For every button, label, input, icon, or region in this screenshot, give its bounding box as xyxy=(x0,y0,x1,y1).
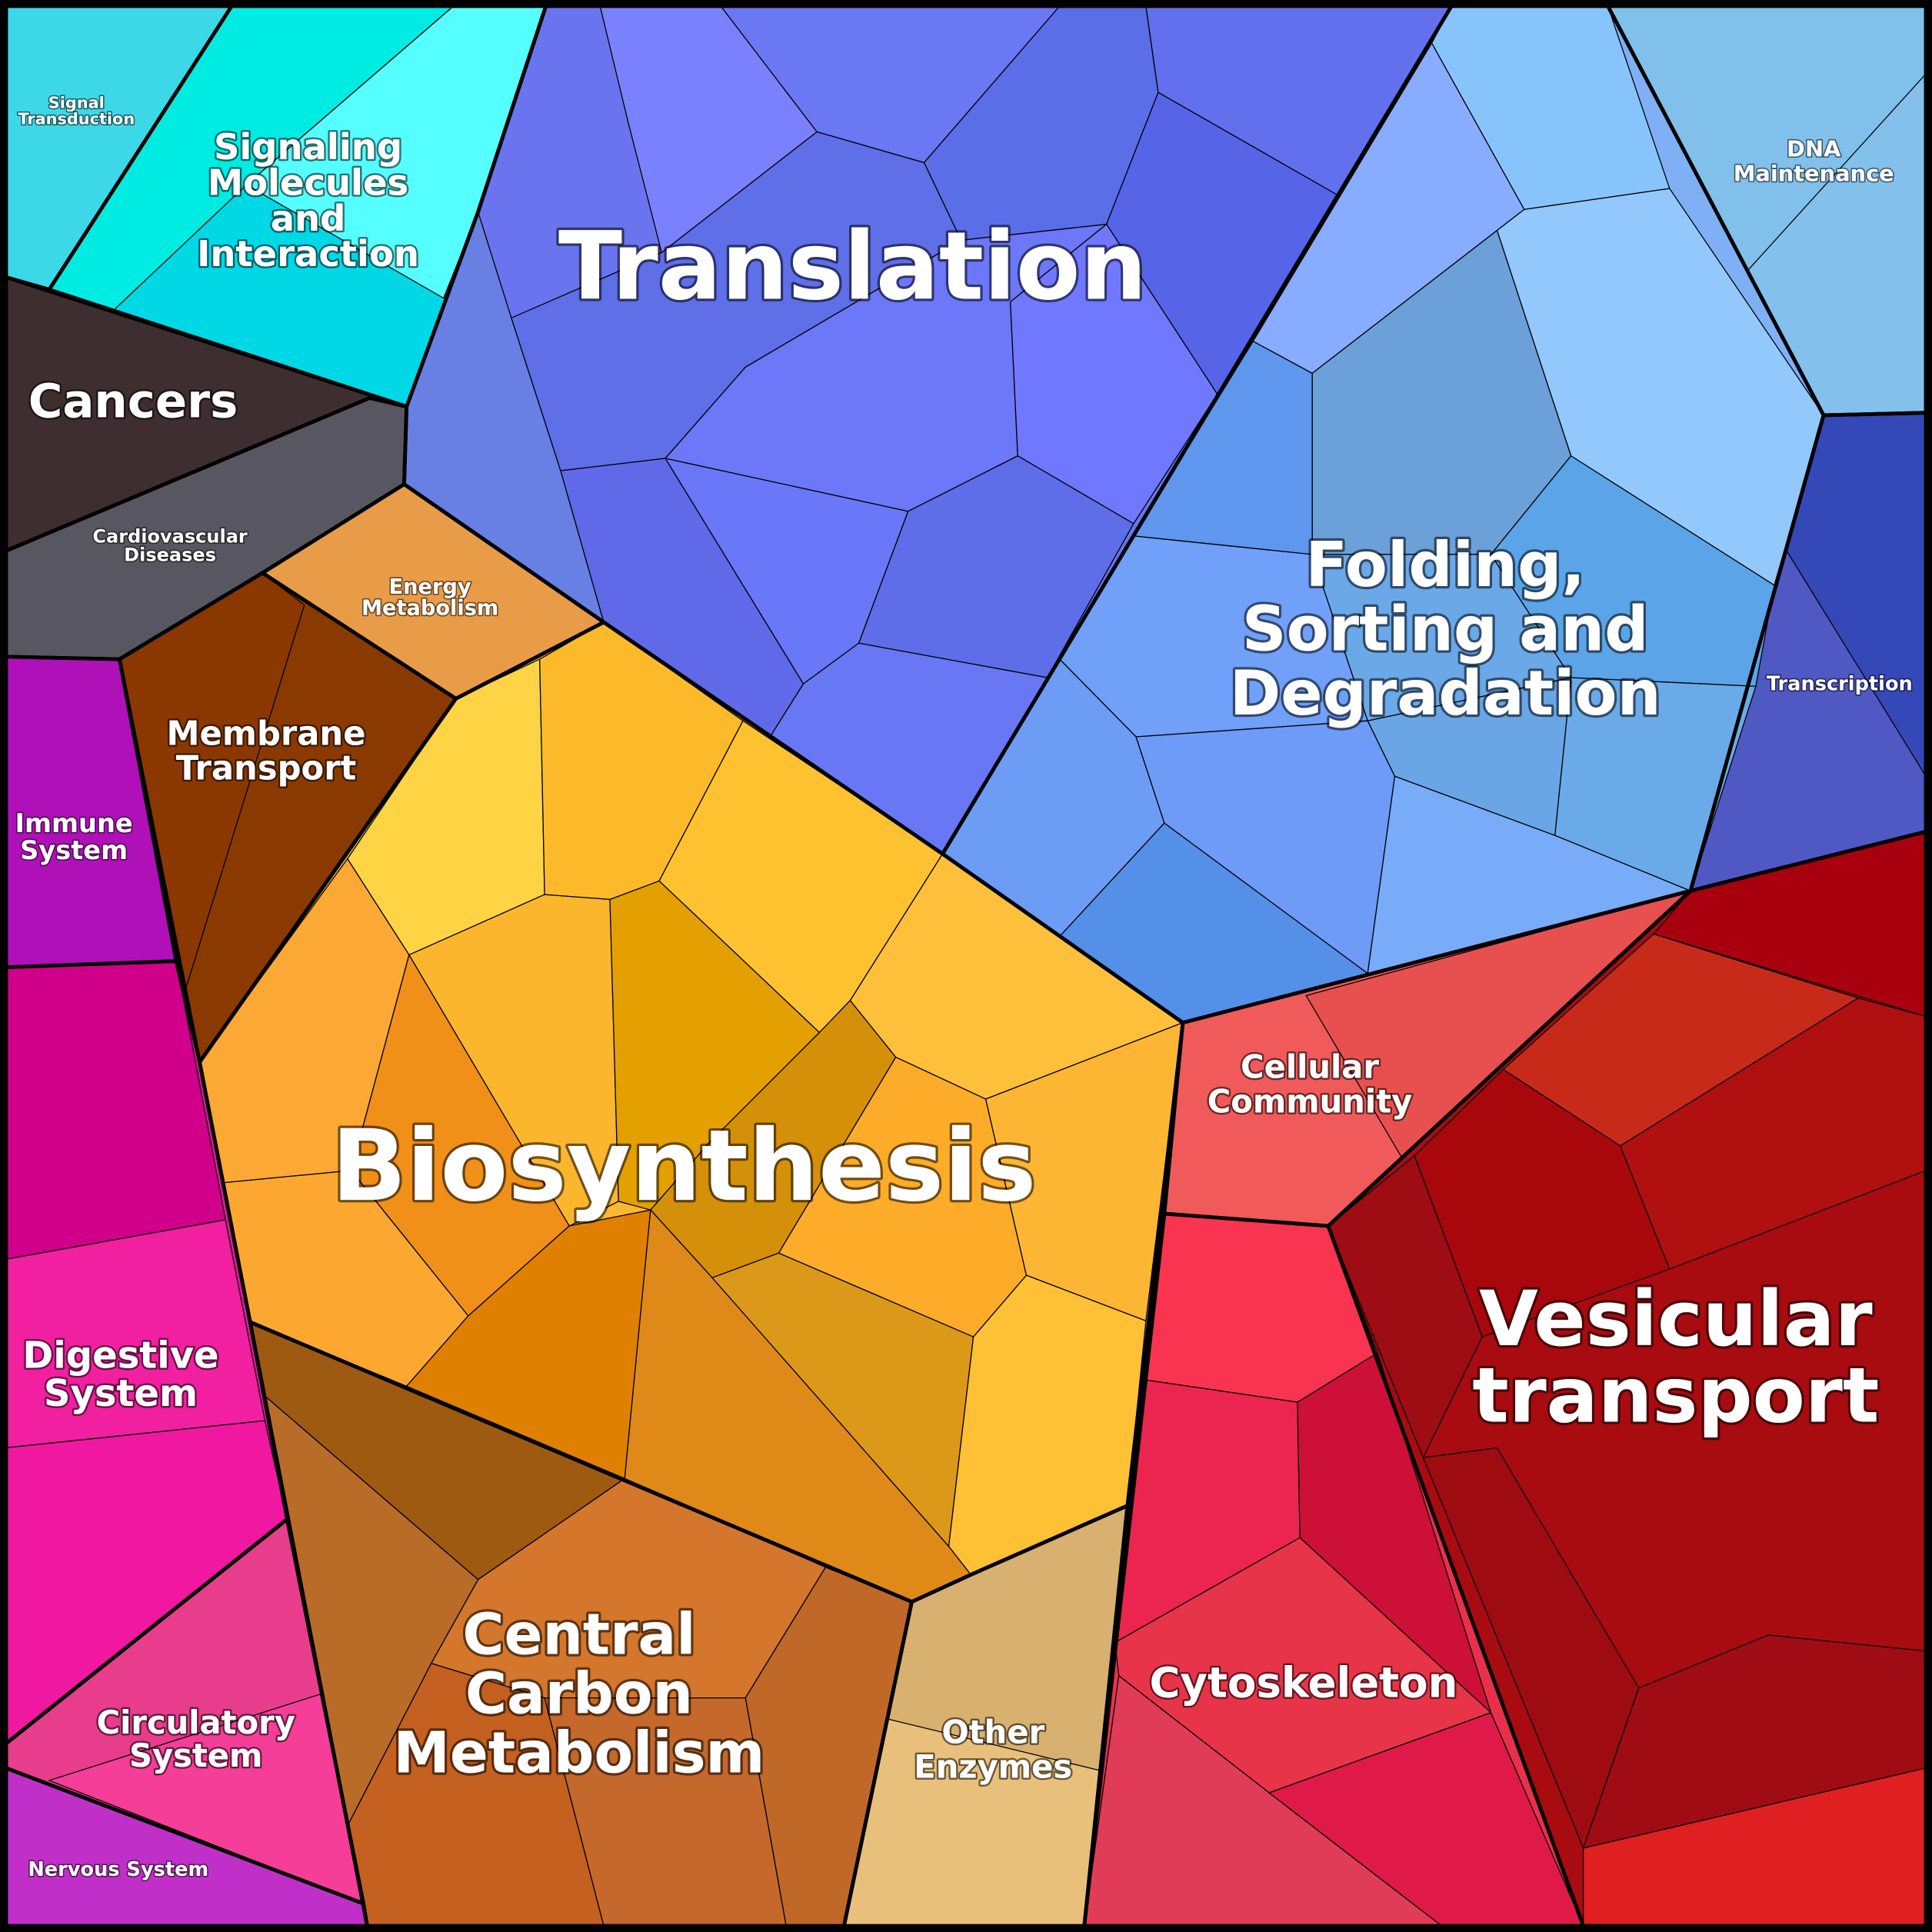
cell xyxy=(408,894,619,1227)
region-label: Transcription xyxy=(1767,673,1913,696)
label-line: Cytoskeleton xyxy=(1150,1658,1458,1707)
label-line: DNA xyxy=(1787,135,1841,162)
cell xyxy=(1414,1068,1671,1338)
label-line: Translation xyxy=(558,212,1147,321)
sub-cells xyxy=(5,5,1927,1927)
label-line: Cellular xyxy=(1241,1048,1379,1086)
label-line: Membrane xyxy=(167,715,366,753)
region-label: Cancers xyxy=(28,374,238,428)
label-line: Metabolism xyxy=(394,1721,765,1787)
label-line: Degradation xyxy=(1230,658,1661,729)
region-label: Nervous System xyxy=(28,1858,208,1881)
region-border xyxy=(841,1504,1130,1928)
label-line: Transcription xyxy=(1767,673,1913,696)
label-line: Diseases xyxy=(124,545,216,566)
label-line: System xyxy=(129,1737,262,1774)
label-line: Nervous System xyxy=(28,1858,208,1881)
region-label: Signaling Molecules and Interaction xyxy=(197,125,419,274)
label-line: and xyxy=(271,197,346,238)
label-line: Transduction xyxy=(18,109,135,128)
label-line: Energy xyxy=(389,575,471,599)
label-line: Central xyxy=(462,1603,695,1668)
region-label: Immune System xyxy=(15,808,132,864)
label-line: Folding, xyxy=(1305,529,1585,601)
label-line: Circulatory xyxy=(97,1704,295,1741)
label-line: Community xyxy=(1208,1082,1413,1120)
label-line: Sorting and xyxy=(1242,593,1649,665)
label-line: Molecules xyxy=(208,162,408,203)
label-line: Signal xyxy=(48,94,105,112)
region-label: Central Carbon Metabolism xyxy=(394,1603,765,1787)
cell xyxy=(1010,223,1218,525)
label-line: Maintenance xyxy=(1734,160,1894,186)
label-line: Metabolism xyxy=(361,596,498,620)
region-label: Circulatory System xyxy=(97,1704,295,1774)
cell xyxy=(1327,1154,1483,1459)
region-label: Cytoskeleton xyxy=(1150,1658,1458,1707)
label-line: Biosynthesis xyxy=(331,1109,1037,1224)
region-label: Energy Metabolism xyxy=(361,575,498,620)
label-line: Interaction xyxy=(197,233,419,275)
cell xyxy=(858,455,1134,678)
label-line: Digestive xyxy=(22,1334,218,1377)
label-line: System xyxy=(20,835,128,865)
region-label: Other Enzymes xyxy=(914,1714,1072,1786)
label-line: System xyxy=(44,1372,198,1415)
label-line: Transport xyxy=(176,749,356,788)
label-line: Other xyxy=(941,1714,1044,1751)
region-label: Vesicular transport xyxy=(1472,1276,1879,1441)
label-line: Enzymes xyxy=(914,1748,1072,1786)
region-label: Folding, Sorting and Degradation xyxy=(1230,529,1661,729)
label-line: Cardiovascular xyxy=(92,525,248,547)
label-line: transport xyxy=(1472,1352,1879,1441)
label-line: Immune xyxy=(15,808,132,838)
label-line: Signaling xyxy=(214,125,402,167)
region-label: Digestive System xyxy=(22,1334,218,1415)
region-label: Signal Transduction xyxy=(18,94,135,128)
label-line: Carbon xyxy=(465,1662,693,1727)
label-line: Cancers xyxy=(28,374,238,428)
region-label: Cellular Community xyxy=(1208,1048,1413,1121)
region-label: Translation xyxy=(558,212,1147,321)
labels: Signal Transduction Signaling Molecules and… xyxy=(14,92,1914,1883)
region-label: Membrane Transport xyxy=(167,715,366,788)
region-label: Biosynthesis xyxy=(331,1109,1037,1224)
label-line: Vesicular xyxy=(1479,1276,1873,1364)
region-label: DNA Maintenance xyxy=(1734,135,1894,186)
region-label: Cardiovascular Diseases xyxy=(92,525,248,565)
